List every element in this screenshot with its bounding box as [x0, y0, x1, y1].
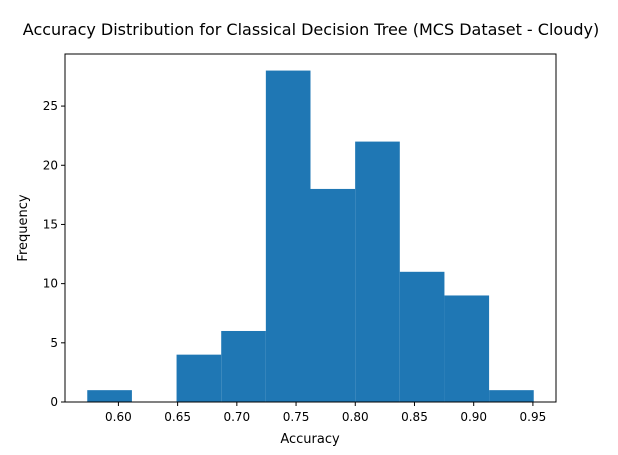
chart-title: Accuracy Distribution for Classical Deci… — [23, 20, 599, 39]
histogram-bar — [221, 330, 266, 402]
y-tick-label: 15 — [43, 217, 58, 231]
x-tick-label: 0.80 — [342, 410, 369, 424]
y-tick-label: 20 — [43, 158, 58, 172]
histogram-bar — [444, 295, 490, 402]
bars-group — [87, 70, 534, 402]
y-tick-label: 0 — [50, 395, 58, 409]
y-axis-label: Frequency — [16, 194, 31, 261]
x-tick-label: 0.90 — [460, 410, 487, 424]
histogram-bar — [87, 390, 132, 402]
x-axis-ticks: 0.60 0.65 0.70 0.75 0.80 0.85 0.90 0.95 — [105, 402, 546, 424]
histogram-bar — [399, 271, 445, 402]
x-tick-label: 0.75 — [283, 410, 310, 424]
y-axis-ticks: 0 5 10 15 20 25 — [43, 99, 65, 409]
x-tick-label: 0.70 — [223, 410, 250, 424]
x-tick-label: 0.95 — [520, 410, 547, 424]
y-tick-label: 25 — [43, 99, 58, 113]
histogram-bar — [176, 354, 222, 402]
x-tick-label: 0.65 — [164, 410, 191, 424]
plot-area-frame — [64, 53, 557, 403]
histogram-bar — [489, 390, 534, 402]
y-tick-label: 10 — [43, 277, 58, 291]
histogram-bar — [355, 141, 400, 402]
histogram-bar — [310, 188, 356, 402]
x-tick-label: 0.60 — [105, 410, 132, 424]
x-tick-label: 0.85 — [401, 410, 428, 424]
histogram-bar — [265, 70, 311, 402]
x-axis-label: Accuracy — [280, 432, 340, 447]
y-tick-label: 5 — [50, 336, 58, 350]
